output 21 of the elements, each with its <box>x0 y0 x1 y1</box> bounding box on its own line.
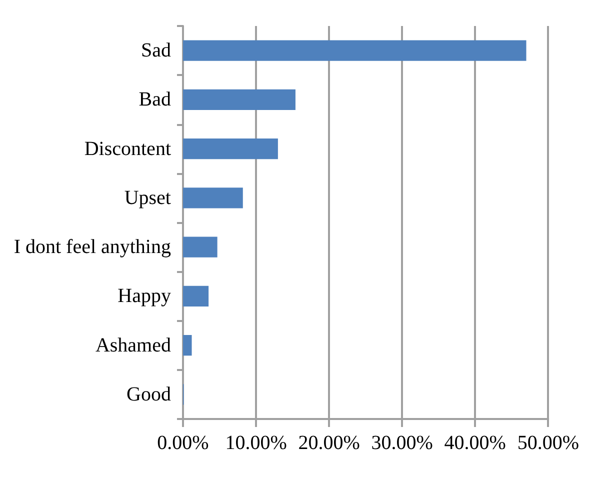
x-tick-label: 10.00% <box>225 432 287 454</box>
bar <box>183 89 296 110</box>
y-tick-label: Sad <box>141 40 171 62</box>
x-tick-label: 50.00% <box>517 432 580 454</box>
bar <box>183 236 218 258</box>
bar <box>183 138 278 160</box>
y-tick-label: Ashamed <box>95 334 171 356</box>
bar <box>183 40 526 61</box>
bar <box>183 334 192 356</box>
bar <box>183 286 209 307</box>
x-tick-label: 40.00% <box>444 432 506 454</box>
y-tick-label: Happy <box>118 285 171 308</box>
y-tick-label: Discontent <box>84 138 172 160</box>
x-tick-label: 30.00% <box>371 432 433 454</box>
bar <box>183 188 243 208</box>
y-tick-label: Upset <box>124 186 172 209</box>
y-tick-label: Bad <box>138 88 171 111</box>
x-tick-label: 20.00% <box>298 432 360 454</box>
y-tick-label: Good <box>126 383 171 406</box>
y-tick-label: I dont feel anything <box>14 236 171 258</box>
x-tick-label: 0.00% <box>157 432 209 454</box>
